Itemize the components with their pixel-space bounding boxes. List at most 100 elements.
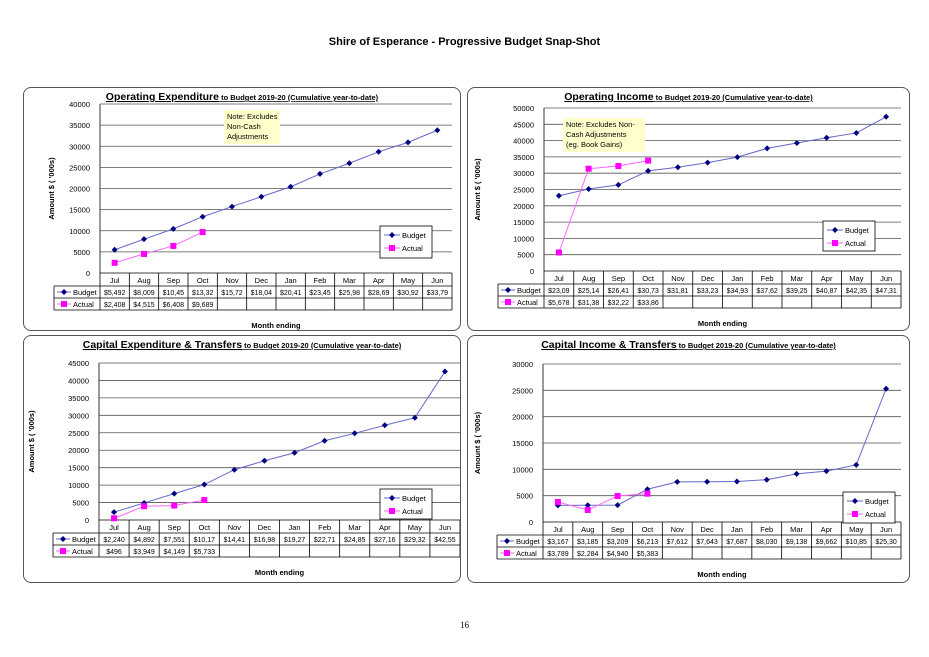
table-cell: $3,949 [133, 549, 155, 556]
data-point-actual [614, 492, 621, 499]
table-cell: $23,09 [548, 288, 570, 295]
x-tick-label: Oct [198, 523, 211, 532]
legend-label: Actual [865, 510, 886, 519]
y-tick-label: 30000 [513, 169, 534, 178]
x-tick-label: Nov [228, 523, 242, 532]
table-cell: $15,72 [221, 290, 243, 297]
x-tick-label: Aug [137, 276, 150, 285]
x-tick-label: Apr [821, 274, 833, 283]
legend-label: Actual [402, 244, 423, 253]
data-point-budget [645, 167, 652, 174]
table-row-label: Budget [72, 535, 97, 544]
data-point-budget [291, 449, 298, 456]
table-cell: $2,284 [577, 551, 599, 558]
x-tick-label: Mar [348, 523, 361, 532]
y-tick-label: 25000 [513, 186, 534, 195]
data-point-budget [853, 129, 860, 136]
x-tick-label: Feb [318, 523, 331, 532]
chart-title-main: Operating Expenditure [106, 91, 219, 103]
table-cell: $10,85 [846, 539, 868, 546]
x-tick-label: Jun [880, 274, 892, 283]
x-tick-label: Oct [642, 525, 655, 534]
table-cell: $10,45 [163, 290, 185, 297]
y-tick-label: 10000 [513, 234, 534, 243]
x-tick-label: Nov [225, 276, 239, 285]
data-point-actual [644, 490, 651, 497]
table-cell: $31,38 [578, 300, 600, 307]
legend-label: Budget [402, 231, 427, 240]
table-cell: $37,62 [756, 288, 778, 295]
table-cell: $5,733 [194, 549, 216, 556]
x-tick-label: Oct [642, 274, 655, 283]
table-cell: $10,17 [194, 537, 216, 544]
table-cell: $13,32 [192, 290, 214, 297]
data-point-budget [614, 502, 621, 509]
table-cell: $47,31 [875, 288, 897, 295]
y-tick-label: 20000 [512, 413, 533, 422]
x-tick-label: Mar [790, 274, 803, 283]
y-tick-label: 15000 [69, 206, 90, 215]
y-tick-label: 5000 [517, 251, 534, 260]
series-line-budget [114, 129, 438, 251]
x-tick-label: Nov [671, 274, 685, 283]
data-point-budget [201, 481, 208, 488]
x-tick-label: May [849, 274, 863, 283]
y-tick-label: 15000 [512, 439, 533, 448]
chart-title-sub: to Budget 2019-20 (Cumulative year-to-da… [242, 341, 402, 350]
data-point-actual [555, 249, 562, 256]
chart-svg: Capital Expenditure & Transfers to Budge… [27, 339, 460, 577]
diamond-marker-icon [61, 289, 67, 295]
y-tick-label: 30000 [69, 142, 90, 151]
table-cell: $29,32 [404, 537, 426, 544]
x-tick-label: Jan [285, 276, 297, 285]
square-marker-icon [389, 508, 395, 514]
x-tick-label: Jan [731, 525, 743, 534]
diamond-marker-icon [852, 498, 858, 504]
y-tick-label: 50000 [513, 104, 534, 113]
x-tick-label: Feb [761, 274, 774, 283]
y-tick-label: 40000 [69, 100, 90, 109]
x-tick-label: Apr [379, 523, 391, 532]
data-point-budget [674, 478, 681, 485]
table-cell: $6,408 [163, 302, 185, 309]
note-text: Cash Adjustments [566, 130, 627, 139]
legend-label: Budget [845, 226, 870, 235]
y-tick-label: 5000 [72, 499, 89, 508]
legend-label: Actual [845, 239, 866, 248]
table-cell: $7,687 [726, 539, 748, 546]
diamond-marker-icon [505, 287, 511, 293]
square-marker-icon [504, 550, 510, 556]
legend-box [842, 491, 896, 524]
table-cell: $9,689 [192, 302, 214, 309]
legend-box [822, 220, 876, 252]
y-axis-label: Amount $ ( '000s) [473, 158, 482, 221]
table-cell: $25,98 [339, 290, 361, 297]
table-row-label: Actual [72, 547, 93, 556]
table-cell: $31,81 [667, 288, 689, 295]
x-tick-label: Jun [880, 525, 892, 534]
y-tick-label: 15000 [513, 218, 534, 227]
x-tick-label: May [401, 276, 415, 285]
note-box [563, 118, 645, 152]
data-point-budget [199, 213, 206, 220]
x-tick-label: Apr [821, 525, 833, 534]
data-point-budget [764, 145, 771, 152]
y-axis-label: Amount $ ( '000s) [27, 410, 36, 473]
series-line-actual [558, 160, 649, 253]
x-tick-label: Sep [167, 276, 180, 285]
data-point-budget [434, 127, 441, 134]
table-cell: $25,14 [578, 288, 600, 295]
diamond-marker-icon [504, 538, 510, 544]
data-point-actual [111, 259, 118, 266]
table-cell: $42,35 [846, 288, 868, 295]
table-cell: $3,209 [607, 539, 629, 546]
chart-title: Operating Expenditure to Budget 2019-20 … [106, 91, 379, 103]
data-point-budget [321, 437, 328, 444]
table-cell: $9,662 [816, 539, 838, 546]
data-point-budget [411, 414, 418, 421]
y-tick-label: 25000 [68, 429, 89, 438]
legend-label: Budget [865, 497, 890, 506]
table-cell: $16,98 [254, 537, 276, 544]
y-tick-label: 0 [529, 518, 533, 527]
chart-panel-capital-expenditure: Capital Expenditure & Transfers to Budge… [23, 335, 461, 583]
